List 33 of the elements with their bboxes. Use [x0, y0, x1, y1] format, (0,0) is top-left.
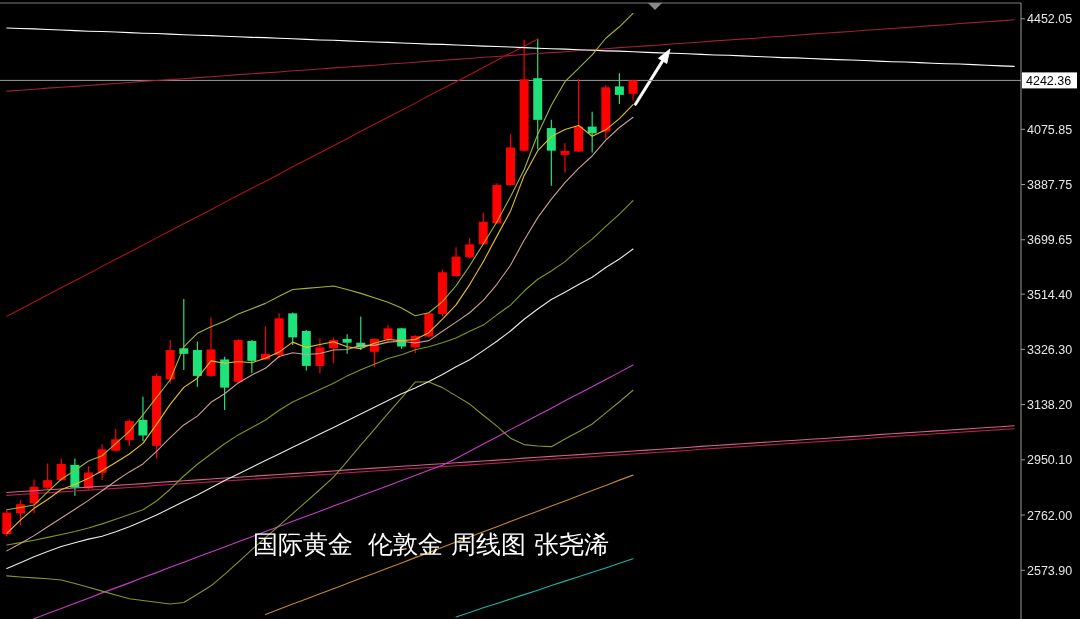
candlestick [138, 396, 148, 442]
line-series [455, 558, 634, 618]
y-tick-label: 4075.85 [1027, 122, 1073, 137]
y-tick-label: 3514.40 [1027, 287, 1073, 302]
candlestick [43, 462, 53, 490]
candlestick [614, 72, 624, 105]
ref-line-label: 4242.36 [1026, 73, 1072, 88]
line-series [6, 248, 634, 570]
y-tick-label: 2762.00 [1027, 508, 1073, 523]
line-series [6, 19, 1015, 92]
line-series [6, 27, 1015, 67]
candlestick [546, 119, 556, 187]
line-series [6, 38, 539, 317]
candlestick [560, 142, 570, 174]
candlestick [315, 337, 325, 374]
candlestick [465, 237, 475, 259]
candlestick [179, 298, 189, 371]
y-tick-label: 4452.05 [1027, 12, 1073, 27]
y-tick-label: 3326.30 [1027, 342, 1073, 357]
y-tick-label: 3138.20 [1027, 398, 1073, 413]
y-tick-label: 2950.10 [1027, 453, 1073, 468]
y-tick-label: 3699.65 [1027, 233, 1073, 248]
y-tick-label: 3887.75 [1027, 178, 1073, 193]
candlestick [451, 246, 461, 278]
y-tick-label: 2573.90 [1027, 563, 1073, 578]
candlestick [247, 339, 257, 374]
candlestick [342, 333, 352, 355]
text: 国际黄金 伦敦金 周线图 张尧浠 [252, 530, 610, 559]
ref-line-label: 4242.36 [1022, 72, 1077, 89]
candlestick [56, 457, 66, 482]
line-series [33, 364, 634, 619]
candlestick [2, 509, 12, 537]
line-series [6, 381, 634, 605]
